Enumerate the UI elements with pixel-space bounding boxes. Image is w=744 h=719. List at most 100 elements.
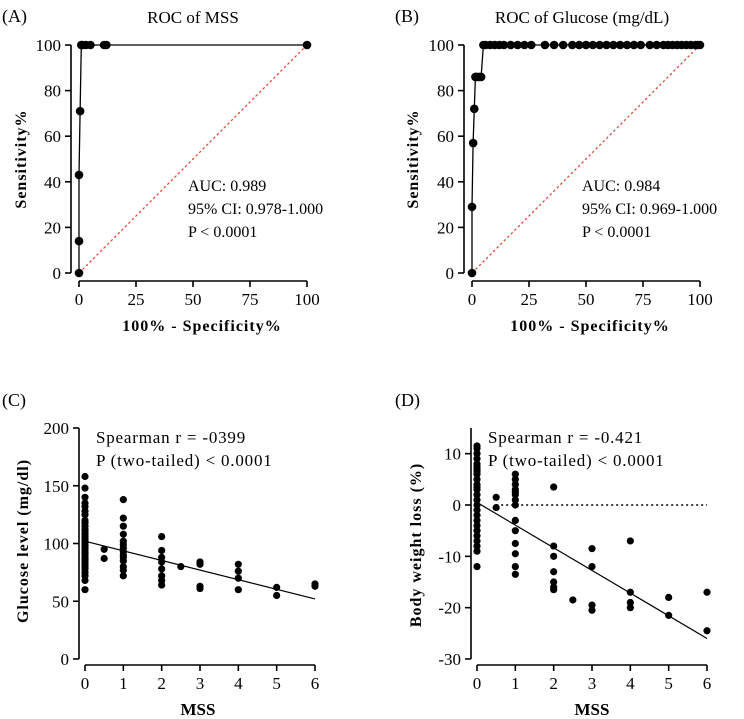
panel-c-stats: Spearman r = -0399 P (two-tailed) < 0.00… — [96, 428, 273, 470]
panel-c-x-tick-label: 2 — [157, 674, 166, 693]
panel-d-data-point — [473, 480, 481, 489]
panel-a-pvalue: P < 0.0001 — [188, 224, 257, 241]
panel-b-roc-point — [602, 40, 611, 50]
panel-d-data-point — [473, 511, 481, 519]
panel-b-roc-point — [467, 202, 477, 212]
panel-b-roc-point — [595, 40, 604, 50]
panel-b-roc-point — [506, 40, 516, 50]
panel-a: (A) ROC of MSS 100% - Specificity% Sensi… — [2, 6, 323, 335]
panel-d-pvalue: P (two-tailed) < 0.0001 — [488, 451, 665, 470]
panel-b-roc-point — [499, 40, 509, 50]
panel-d-x-tick-label: 5 — [664, 674, 673, 693]
panel-b-roc-point — [468, 138, 478, 148]
panel-d-data-point — [665, 593, 673, 602]
panel-a-y-tick-label: 20 — [44, 218, 61, 237]
panel-d-y-tick-label: -30 — [438, 650, 461, 669]
panel-d-data-point — [588, 545, 596, 553]
panel-d-spearman: Spearman r = -0.421 — [488, 428, 643, 447]
panel-b-roc-point — [695, 40, 705, 50]
panel-c-data-point — [81, 472, 89, 481]
panel-b-x-tick-label: 100 — [687, 290, 713, 309]
panel-b-reference-line — [471, 44, 701, 274]
panel-a-roc-point — [75, 106, 85, 116]
panel-c-data-point — [273, 583, 281, 591]
panel-b-roc-point — [526, 40, 536, 50]
panel-d-data-point — [473, 491, 481, 499]
panel-c-xlabel: MSS — [181, 700, 216, 719]
panel-d-x-tick-label: 3 — [588, 674, 597, 693]
panel-b-roc-point — [636, 40, 646, 50]
panel-c-data-point — [119, 522, 127, 530]
panel-c-x-tick-label: 6 — [311, 674, 320, 693]
panel-a-roc-point — [74, 268, 84, 278]
panel-b-roc-point — [540, 40, 550, 50]
panel-d-data-point — [473, 516, 481, 525]
panel-d-data-point — [511, 563, 519, 571]
panel-d-data-point — [492, 503, 500, 512]
panel-a-reference-line — [78, 44, 308, 274]
panel-c-data-point — [119, 530, 127, 538]
panel-d-data-point — [473, 506, 481, 514]
panel-d-ylabel: Body weight loss (%) — [408, 463, 425, 627]
panel-c-data-point — [234, 560, 242, 568]
panel-d-data-point — [473, 532, 481, 540]
panel-d-xlabel: MSS — [575, 700, 610, 719]
panel-a-roc-point — [74, 170, 84, 180]
panel-c-data-point — [81, 499, 89, 507]
panel-c-data-point — [119, 514, 127, 522]
panel-c-data-point — [196, 582, 204, 590]
panel-d-data-point — [473, 455, 481, 463]
panel-c-data-point — [81, 493, 89, 501]
panel-d-x-tick-label: 4 — [626, 674, 635, 693]
panel-d-data-point — [588, 601, 596, 609]
panel-c-data-point — [158, 553, 166, 561]
panel-d-data-point — [511, 486, 519, 494]
panel-c-data-point — [119, 563, 127, 571]
panel-c-data-point — [234, 586, 242, 594]
panel-d-data-point — [473, 527, 481, 535]
panel-d-data-point — [550, 542, 558, 550]
panel-d-data-point — [550, 552, 558, 560]
panel-a-roc-point — [74, 236, 84, 246]
panel-d-data-point — [588, 563, 596, 571]
panel-c-data-point — [100, 554, 108, 563]
panel-c-data-point — [81, 516, 89, 525]
panel-d-data-point — [473, 450, 481, 458]
panel-a-auc: AUC: 0.989 — [188, 178, 266, 195]
panel-d-data-point — [473, 496, 481, 504]
panel-d-x-tick-label: 1 — [511, 674, 520, 693]
panel-d-y-tick-label: -20 — [438, 599, 461, 618]
panel-c-x-tick-label: 0 — [81, 674, 90, 693]
panel-b-y-tick-label: 80 — [437, 82, 454, 101]
panel-a-title: ROC of MSS — [147, 8, 239, 27]
panel-d-x-tick-label: 0 — [473, 674, 482, 693]
panel-d-x-tick-label: 2 — [549, 674, 558, 693]
panel-b-roc-point — [574, 40, 584, 50]
panel-b-ylabel: Sensitivity% — [405, 109, 422, 208]
panel-d-y-tick-label: 0 — [453, 496, 462, 515]
panel-b-roc-point — [469, 104, 479, 114]
panel-a-ci: 95% CI: 0.978-1.000 — [188, 201, 323, 218]
panel-b-roc-point — [568, 40, 577, 50]
panel-a-stats: AUC: 0.989 95% CI: 0.978-1.000 P < 0.000… — [188, 178, 323, 241]
panel-d-data-point — [492, 493, 500, 501]
panel-b-roc-point — [645, 40, 655, 50]
panel-c: (C) MSS Glucose level (mg/dl) Spearman r… — [2, 390, 319, 719]
panel-b-label: (B) — [395, 6, 419, 27]
panel-d-data-point — [511, 550, 519, 558]
panel-b-roc-point — [520, 40, 529, 50]
panel-c-data-point — [158, 572, 166, 580]
panel-c-data-point — [158, 532, 166, 541]
panel-c-data-point — [311, 580, 319, 588]
panel-a-y-tick-label: 40 — [44, 173, 61, 192]
panel-b-roc-point — [549, 40, 559, 50]
panel-c-y-tick-label: 150 — [44, 477, 70, 496]
panel-d-data-point — [626, 598, 634, 607]
panel-b-y-tick-label: 20 — [437, 218, 454, 237]
panel-c-y-tick-label: 200 — [44, 419, 70, 438]
panel-b-auc: AUC: 0.984 — [582, 178, 660, 195]
panel-d-data-point — [703, 588, 711, 596]
panel-c-x-tick-label: 1 — [119, 674, 128, 693]
panel-c-pvalue: P (two-tailed) < 0.0001 — [96, 451, 273, 470]
